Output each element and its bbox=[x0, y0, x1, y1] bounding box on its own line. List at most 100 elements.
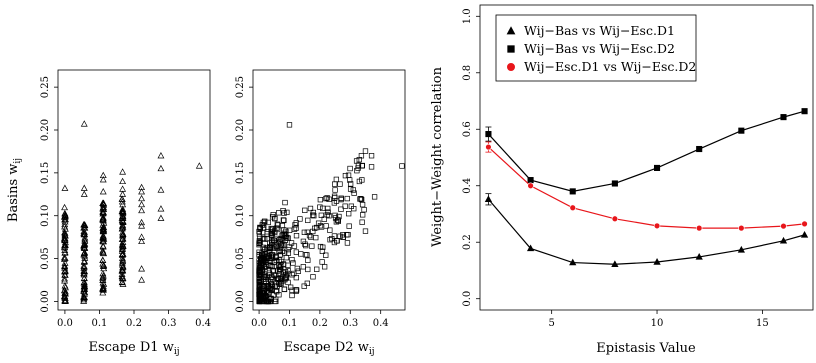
data-point bbox=[347, 181, 354, 187]
data-point bbox=[268, 276, 274, 283]
data-point bbox=[293, 287, 299, 293]
data-point bbox=[355, 162, 362, 168]
data-point bbox=[323, 252, 329, 258]
data-point bbox=[61, 228, 69, 236]
data-point bbox=[61, 216, 69, 223]
data-point bbox=[332, 181, 338, 187]
data-point bbox=[281, 250, 288, 256]
data-point bbox=[260, 290, 266, 296]
data-point bbox=[307, 205, 314, 212]
data-point bbox=[118, 274, 126, 281]
data-point bbox=[119, 168, 127, 175]
data-point bbox=[695, 252, 703, 260]
data-point bbox=[342, 172, 349, 179]
y-tick-label: 0.4 bbox=[462, 178, 473, 194]
data-point bbox=[801, 108, 808, 115]
data-point bbox=[527, 177, 534, 184]
data-point bbox=[138, 206, 146, 214]
legend-box bbox=[495, 14, 697, 82]
data-point bbox=[321, 264, 328, 270]
data-point bbox=[780, 114, 787, 121]
data-point bbox=[300, 264, 306, 270]
data-point bbox=[333, 219, 340, 225]
axes: 0.0 0.1 0.2 0.3 0.4 0.00 0.05 0.10 0.15 0.20 0.25 bbox=[40, 76, 211, 329]
data-point bbox=[333, 176, 340, 183]
data-point bbox=[100, 235, 108, 242]
data-point bbox=[485, 143, 492, 151]
data-point bbox=[304, 280, 310, 286]
data-point bbox=[569, 204, 576, 211]
data-point bbox=[279, 222, 286, 229]
data-point bbox=[61, 290, 69, 297]
data-point bbox=[345, 231, 351, 238]
data-point bbox=[290, 260, 296, 266]
data-point bbox=[272, 229, 278, 235]
data-point bbox=[61, 209, 69, 217]
data-point bbox=[325, 205, 331, 212]
data-point bbox=[80, 190, 88, 197]
data-point bbox=[138, 237, 146, 245]
data-point bbox=[338, 195, 344, 201]
basins-vs-escape-d1-panel: 0.0 0.1 0.2 0.3 0.40.000.050.100.150.200.25 … bbox=[6, 69, 211, 357]
data-point bbox=[318, 224, 325, 230]
data-point bbox=[294, 265, 300, 272]
data-point bbox=[138, 265, 146, 272]
y-tick-label: 0.25 bbox=[40, 76, 51, 98]
data-point bbox=[138, 200, 146, 208]
data-point bbox=[119, 242, 127, 249]
data-point bbox=[297, 216, 303, 222]
data-point bbox=[61, 184, 69, 191]
data-point bbox=[305, 257, 311, 263]
data-point bbox=[118, 247, 126, 254]
data-point bbox=[119, 264, 127, 271]
data-point bbox=[310, 274, 316, 280]
data-point bbox=[280, 261, 287, 267]
y-tick-label: 0.25 bbox=[235, 76, 246, 98]
data-point bbox=[312, 225, 318, 231]
data-point bbox=[100, 262, 107, 269]
y-tick-label: 0.00 bbox=[235, 290, 246, 312]
data-point bbox=[340, 234, 346, 240]
data-point bbox=[276, 292, 282, 298]
data-point bbox=[60, 255, 68, 262]
data-point bbox=[119, 240, 126, 247]
data-point bbox=[99, 175, 107, 183]
data-point bbox=[260, 219, 267, 226]
data-point bbox=[317, 243, 324, 250]
data-point bbox=[291, 270, 297, 277]
legend: Wij−Bas vs Wij−Esc.D1 Wij−Bas vs Wij−Esc… bbox=[495, 14, 697, 82]
data-point bbox=[80, 297, 88, 304]
data-point bbox=[119, 177, 127, 185]
data-point bbox=[118, 272, 126, 280]
data-point bbox=[332, 195, 338, 201]
data-point bbox=[332, 187, 338, 193]
data-point bbox=[81, 244, 89, 251]
data-point bbox=[81, 237, 89, 244]
data-point bbox=[260, 225, 266, 231]
data-point bbox=[317, 197, 324, 203]
data-point bbox=[80, 120, 88, 127]
data-point bbox=[263, 274, 269, 281]
data-point bbox=[80, 241, 88, 248]
data-point bbox=[281, 217, 287, 224]
data-point bbox=[157, 164, 165, 172]
data-point bbox=[99, 215, 107, 223]
data-point bbox=[695, 224, 703, 232]
data-point bbox=[61, 282, 69, 289]
data-point bbox=[283, 228, 289, 235]
data-point bbox=[138, 222, 146, 229]
data-point bbox=[569, 188, 576, 195]
data-point bbox=[329, 236, 335, 242]
basins-vs-escape-d2-panel: 0.0 0.1 0.2 0.3 0.40.000.050.100.150.200.25 … bbox=[235, 69, 406, 357]
legend-entry-3: Wij−Esc.D1 vs Wij−Esc.D2 bbox=[524, 59, 696, 74]
data-point bbox=[611, 260, 619, 267]
x-tick-label: 0.4 bbox=[195, 318, 211, 329]
data-point bbox=[264, 245, 270, 251]
data-point bbox=[310, 212, 316, 218]
data-point bbox=[258, 259, 265, 266]
data-point bbox=[346, 211, 352, 217]
data-point bbox=[354, 168, 360, 174]
data-point bbox=[337, 233, 343, 239]
data-point bbox=[302, 252, 309, 258]
data-point bbox=[368, 164, 375, 170]
